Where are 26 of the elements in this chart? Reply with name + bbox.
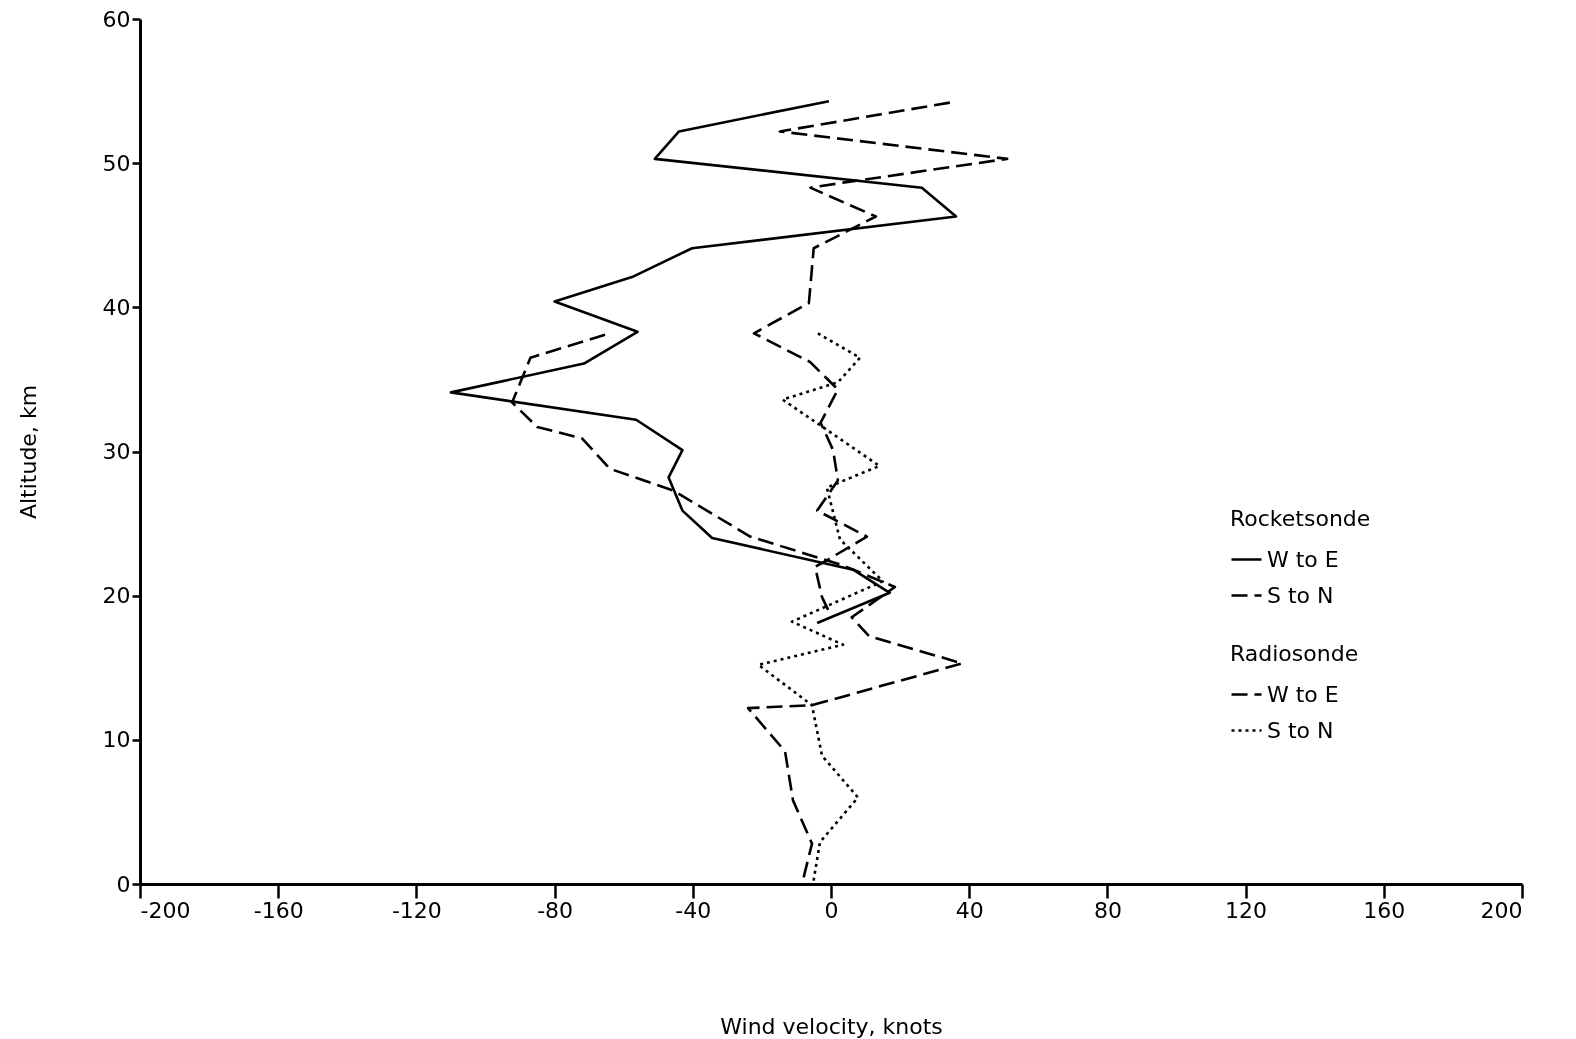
y-tick-label: 50 — [102, 150, 131, 176]
legend-label: S to N — [1267, 717, 1334, 743]
legend-label: W to E — [1267, 681, 1339, 707]
legend-label: W to E — [1267, 546, 1339, 572]
x-tick-label: -160 — [253, 897, 304, 923]
y-axis-title: Altitude, km — [15, 384, 41, 520]
y-tick-label: 40 — [102, 294, 131, 320]
x-tick-label: -40 — [675, 897, 712, 923]
legend-label: S to N — [1267, 582, 1334, 608]
x-tick-label: -200 — [140, 897, 191, 923]
y-tick-label: 60 — [102, 6, 131, 32]
x-tick-label: 40 — [955, 897, 984, 923]
x-axis-title: Wind velocity, knots — [720, 1013, 943, 1039]
text: Radiosonde — [1230, 641, 1359, 666]
x-tick-label: -80 — [537, 897, 574, 923]
x-tick-label: -120 — [391, 897, 442, 923]
y-tick-label: 30 — [102, 439, 131, 464]
y-tick-label: 20 — [102, 583, 131, 609]
x-tick-label: 200 — [1480, 897, 1523, 923]
x-tick-label: 80 — [1093, 897, 1122, 923]
x-tick-label: 120 — [1225, 897, 1268, 923]
x-tick-label: 160 — [1363, 897, 1406, 923]
text: Rocketsonde — [1230, 506, 1371, 531]
y-tick-label: 0 — [116, 871, 131, 897]
y-tick-label: 10 — [102, 727, 131, 753]
x-tick-label: 0 — [824, 897, 839, 923]
